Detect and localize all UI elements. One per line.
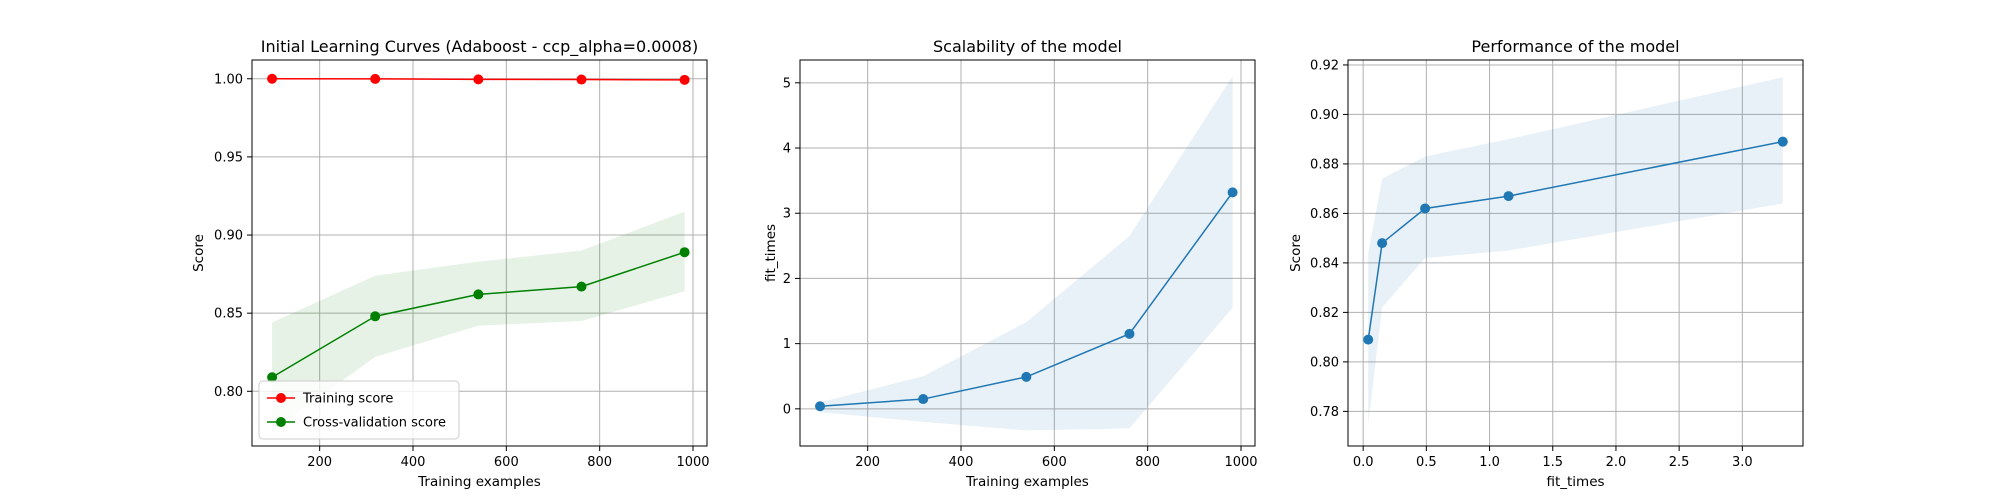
- data-point: [267, 73, 278, 84]
- x-tick-label: 400: [949, 455, 974, 470]
- x-tick-label: 800: [587, 455, 612, 470]
- chart-1: 200 400 600 800 1000 0.80 0.85 0.90 0.95 1.00 Init…: [191, 37, 710, 490]
- data-point: [473, 74, 484, 85]
- legend-box: [258, 380, 460, 440]
- legend-label: Training score: [302, 392, 393, 407]
- x-tick-label: 400: [401, 455, 426, 470]
- data-point: [1777, 136, 1788, 147]
- y-tick-label: 0.90: [214, 229, 243, 244]
- plot-frame: [799, 59, 1256, 447]
- x-axis-label: fit_times: [1546, 474, 1604, 490]
- data-point: [1363, 334, 1374, 345]
- y-tick-label: 0.90: [1310, 108, 1339, 123]
- y-tick-label: 0.82: [1310, 306, 1339, 321]
- y-axis-label: Score: [1288, 234, 1304, 272]
- y-tick-label: 0.92: [1310, 58, 1339, 73]
- confidence-band: [820, 76, 1233, 431]
- x-tick-label: 2.5: [1669, 455, 1690, 470]
- legend-marker: [276, 417, 286, 427]
- y-tick-label: 2: [783, 272, 791, 287]
- data-point: [576, 281, 587, 292]
- chart-title: Performance of the model: [1471, 37, 1679, 56]
- data-point: [473, 289, 484, 300]
- plot-frame: [251, 59, 708, 447]
- y-tick-label: 1: [783, 337, 791, 352]
- legend-marker: [276, 393, 286, 403]
- y-tick-label: 1.00: [214, 72, 243, 87]
- data-point: [1503, 191, 1514, 202]
- x-tick-label: 600: [494, 455, 519, 470]
- x-tick-label: 200: [855, 455, 880, 470]
- x-tick-label: 1000: [1224, 455, 1257, 470]
- data-point: [576, 74, 587, 85]
- x-tick-label: 0.0: [1353, 455, 1374, 470]
- data-point: [918, 394, 929, 405]
- x-tick-label: 1.0: [1479, 455, 1500, 470]
- y-tick-label: 0.80: [214, 385, 243, 400]
- x-tick-label: 3.0: [1732, 455, 1753, 470]
- y-tick-label: 4: [783, 142, 791, 157]
- data-point: [1021, 371, 1032, 382]
- y-tick-label: 0.84: [1310, 256, 1339, 271]
- data-point: [1124, 328, 1135, 339]
- x-tick-label: 2.0: [1606, 455, 1627, 470]
- data-point: [370, 311, 381, 322]
- confidence-band: [1368, 77, 1783, 424]
- y-tick-label: 0.80: [1310, 355, 1339, 370]
- x-axis-label: Training examples: [965, 474, 1089, 490]
- x-axis-label: Training examples: [417, 474, 541, 490]
- y-tick-label: 5: [783, 76, 791, 91]
- chart-2: 200 400 600 800 1000 0 1 2 3 4 5 Scalability of the…: [763, 37, 1258, 490]
- y-tick-label: 3: [783, 207, 791, 222]
- data-point: [679, 247, 690, 258]
- data-point: [1420, 203, 1431, 214]
- x-tick-label: 600: [1042, 455, 1067, 470]
- x-tick-label: 0.5: [1416, 455, 1437, 470]
- chart-title: Initial Learning Curves (Adaboost - ccp_…: [261, 37, 698, 57]
- confidence-band: [272, 211, 685, 431]
- legend-label: Cross-validation score: [303, 416, 446, 431]
- chart-title: Scalability of the model: [933, 37, 1122, 56]
- x-tick-label: 800: [1135, 455, 1160, 470]
- y-axis-label: fit_times: [763, 224, 779, 282]
- data-point: [679, 74, 690, 85]
- plot-frame: [1347, 59, 1804, 447]
- x-tick-label: 1.5: [1542, 455, 1563, 470]
- data-point: [1377, 238, 1388, 249]
- data-point: [267, 372, 278, 383]
- data-point: [370, 73, 381, 84]
- y-tick-label: 0.95: [214, 150, 243, 165]
- data-point: [1227, 187, 1238, 198]
- y-tick-label: 0.85: [214, 307, 243, 322]
- x-tick-label: 200: [307, 455, 332, 470]
- y-tick-label: 0.78: [1310, 405, 1339, 420]
- legend: Training score Cross-validation score: [258, 380, 460, 440]
- data-point: [815, 401, 826, 412]
- y-tick-label: 0.86: [1310, 207, 1339, 222]
- x-tick-label: 1000: [676, 455, 709, 470]
- y-tick-label: 0: [783, 402, 791, 417]
- y-tick-label: 0.88: [1310, 157, 1339, 172]
- y-axis-label: Score: [191, 234, 207, 272]
- chart-3: 0.0 0.5 1.0 1.5 2.0 2.5 3.0 0.78 0.80 0.82 0.84 0.8…: [1288, 37, 1804, 490]
